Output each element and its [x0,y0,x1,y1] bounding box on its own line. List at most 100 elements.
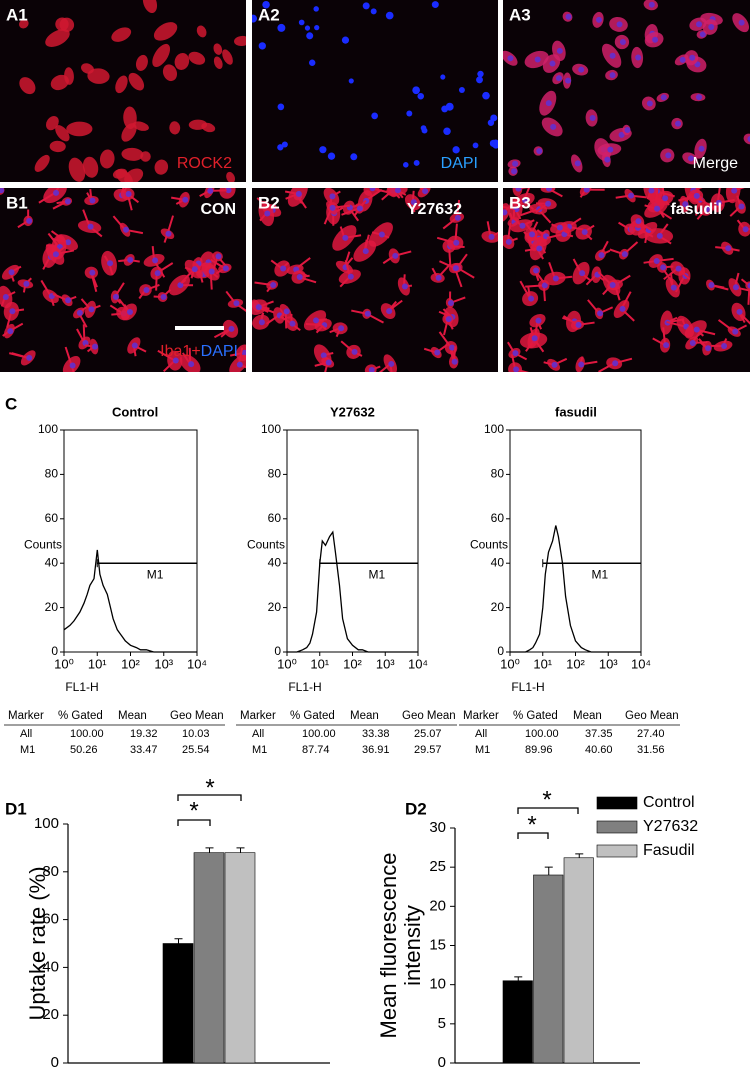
nucleus [682,201,689,208]
process [285,192,299,200]
nucleus [154,270,161,277]
nucleus [65,297,72,304]
panel-label: A1 [6,5,28,24]
panel-caption: Y27632 [407,201,462,218]
nucleus [704,206,711,213]
table-cell: All [475,728,487,740]
nucleus [503,209,508,216]
nucleus [341,36,350,44]
cell [45,29,70,47]
y-tick-label: 25 [429,858,446,875]
section-label: D1 [5,799,27,818]
nucleus [695,94,702,101]
process [265,314,280,325]
process [314,361,328,367]
process [442,217,458,230]
nucleus [152,257,159,264]
nucleus [447,300,454,307]
process [213,327,231,339]
nucleus [348,78,354,84]
nucleus [565,13,572,20]
bar [502,980,533,1064]
nucleus [579,270,586,277]
y-axis-label: Uptake rate (%) [25,866,50,1020]
nucleus [736,308,743,315]
nucleus [533,267,540,274]
nucleus [26,217,33,224]
nucleus [458,87,465,94]
nucleus [528,295,535,302]
nucleus [308,59,316,66]
nucleus [534,56,541,63]
nucleus [228,325,235,332]
nucleus [687,155,694,162]
nucleus [445,102,454,111]
nucleus [258,319,265,326]
cell [213,56,223,70]
nucleus [648,1,655,8]
process [747,285,750,305]
x-tick-label: 10⁴ [408,656,428,671]
nucleus [715,199,722,206]
nucleus [652,36,659,43]
cell [66,121,93,137]
nucleus [319,146,327,154]
cell [188,51,206,65]
y-tick-label: 40 [491,555,505,569]
nucleus [675,265,682,272]
cell [19,77,36,95]
y-axis-label: intensity [400,905,425,986]
nucleus [698,145,705,152]
x-tick-label: 10⁴ [187,656,207,671]
table-header: % Gated [58,710,103,722]
panel-label: B1 [6,193,28,212]
process [254,281,273,287]
nucleus [255,304,262,311]
nucleus [385,11,394,20]
y-tick-label: 80 [45,467,59,481]
process [341,207,360,216]
legend-label: Fasudil [643,842,695,859]
bar [193,852,225,1064]
cell [188,119,208,130]
process [717,319,735,333]
process [439,260,456,270]
micrograph [0,0,246,182]
y-tick-label: 0 [51,1054,59,1070]
bar [224,852,256,1064]
nucleus [621,251,628,258]
process [351,309,367,315]
x-tick-label: 10¹ [533,656,552,671]
nucleus [406,110,413,117]
table-cell: 100.00 [302,728,336,740]
table-cell: M1 [20,744,35,756]
process [209,271,213,290]
table-header: Marker [463,710,499,722]
x-tick-label: 10⁰ [54,656,74,671]
table-cell: 100.00 [70,728,104,740]
cell [124,168,144,182]
table-cell: M1 [252,744,267,756]
cell [196,25,207,38]
process [546,233,564,239]
nucleus [264,210,271,217]
nucleus [112,293,119,300]
significance-bracket [517,832,549,839]
table-cell: 87.74 [302,744,330,756]
nucleus [597,310,604,317]
nucleus [732,284,739,291]
nucleus [616,21,623,28]
process [82,324,86,343]
process [64,346,73,366]
cell [59,17,75,32]
nucleus [413,159,420,166]
table-header: % Gated [290,710,335,722]
y-tick-label: 0 [274,644,281,658]
nucleus [417,92,425,100]
x-axis-label: FL1-H [288,680,321,694]
process [378,363,391,372]
nucleus [347,273,354,280]
error-bar [575,853,584,858]
y-tick-label: 0 [438,1054,446,1070]
